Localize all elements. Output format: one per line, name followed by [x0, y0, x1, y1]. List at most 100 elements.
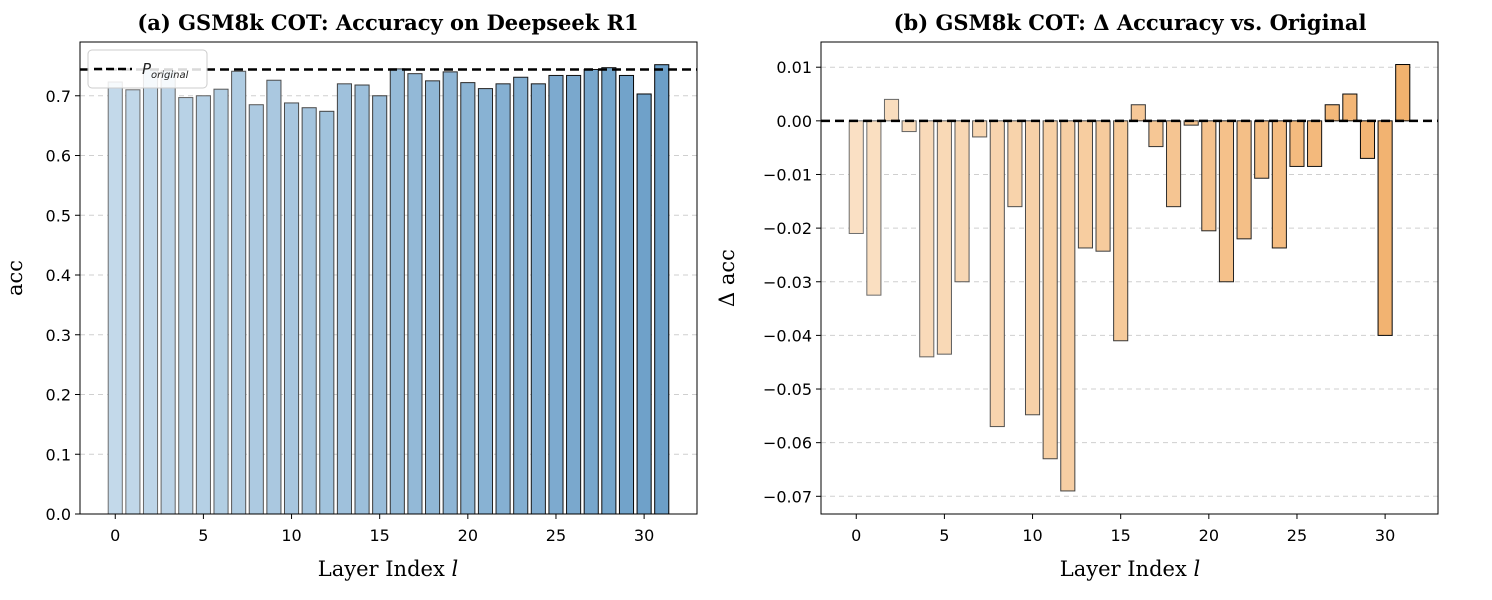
bar-layer-17	[1148, 120, 1164, 148]
y-tick-label: 0.5	[46, 206, 71, 225]
bar-layer-6	[213, 88, 229, 515]
y-tick-label: −0.01	[763, 165, 812, 184]
panel-a-title: (a) GSM8k COT: Accuracy on Deepseek R1	[137, 10, 638, 35]
x-tick-label: 25	[1287, 526, 1307, 545]
bar-layer-10	[283, 102, 300, 515]
panel-a-bars	[107, 64, 670, 515]
bar-layer-5	[936, 120, 952, 355]
panel-a-x-axis-label: Layer Index l	[318, 557, 458, 581]
y-tick-label: −0.04	[763, 326, 812, 345]
bar-layer-9	[266, 79, 282, 515]
panel-a-legend-label: Poriginal	[142, 60, 189, 81]
x-tick-label: 25	[546, 526, 566, 545]
bar-layer-4	[178, 97, 194, 515]
bar-layer-13	[336, 83, 352, 515]
panel-b-title: (b) GSM8k COT: Δ Accuracy vs. Original	[894, 10, 1367, 35]
bar-layer-29	[618, 74, 635, 515]
panel-a-y-axis-label: acc	[3, 260, 27, 296]
bar-layer-30	[1377, 120, 1393, 336]
bar-layer-22	[1236, 120, 1252, 240]
bar-layer-6	[954, 120, 970, 283]
bar-layer-25	[1289, 120, 1305, 167]
x-tick-label: 5	[939, 526, 949, 545]
bar-layer-16	[1130, 104, 1146, 122]
bar-layer-2	[142, 68, 159, 515]
x-tick-label: 20	[1199, 526, 1219, 545]
bar-layer-8	[248, 104, 264, 515]
bar-layer-28	[1342, 93, 1358, 122]
bar-layer-3	[160, 70, 176, 515]
y-tick-label: 0.1	[46, 445, 71, 464]
panel-b-y-axis-label: Δ acc	[715, 249, 739, 307]
panel-a-accuracy-chart: (a) GSM8k COT: Accuracy on Deepseek R1 0…	[3, 10, 698, 581]
bar-layer-21	[477, 88, 494, 515]
y-tick-label: 0.01	[776, 58, 812, 77]
bar-layer-12	[319, 110, 335, 515]
panel-b-x-axis-label: Layer Index l	[1060, 557, 1200, 581]
bar-layer-7	[972, 120, 988, 138]
bar-layer-19	[442, 71, 458, 515]
bar-layer-9	[1007, 120, 1023, 208]
bar-layer-23	[1254, 120, 1270, 179]
bar-layer-27	[1324, 104, 1340, 122]
bar-layer-16	[389, 68, 405, 515]
bar-layer-17	[407, 73, 423, 515]
bar-layer-3	[901, 120, 917, 133]
bar-layer-1	[125, 89, 141, 515]
bar-layer-25	[548, 74, 564, 515]
panel-b-axes-frame	[820, 41, 1439, 515]
x-tick-label: 10	[1022, 526, 1042, 545]
x-tick-label: 30	[634, 526, 654, 545]
panel-b-bars	[848, 64, 1411, 492]
bar-layer-24	[530, 83, 546, 515]
bar-layer-1	[866, 120, 882, 296]
bar-layer-18	[425, 80, 441, 515]
y-tick-label: 0.00	[776, 112, 812, 131]
panel-a-legend: Poriginal	[87, 49, 208, 89]
panel-a-legend-box	[87, 49, 208, 89]
bar-layer-14	[354, 84, 370, 515]
y-tick-label: 0.0	[46, 505, 71, 524]
bar-layer-20	[460, 82, 476, 515]
bar-layer-11	[301, 107, 317, 515]
y-tick-label: 0.3	[46, 326, 71, 345]
bar-layer-5	[195, 95, 211, 515]
x-tick-label: 15	[1111, 526, 1131, 545]
bar-layer-7	[231, 70, 247, 515]
x-tick-label: 5	[198, 526, 208, 545]
panel-a-x-ticks: 0 5 10 15 20 25 30	[110, 514, 654, 545]
bar-layer-30	[636, 93, 652, 515]
bar-layer-15	[1113, 120, 1129, 342]
bar-layer-31	[1395, 64, 1411, 122]
bar-layer-26	[566, 74, 582, 515]
bar-layer-28	[601, 67, 617, 515]
x-tick-label: 20	[458, 526, 478, 545]
y-tick-label: −0.06	[763, 434, 812, 453]
y-tick-label: 0.6	[46, 147, 71, 166]
bar-layer-8	[989, 120, 1005, 428]
bar-layer-0	[107, 81, 123, 515]
y-tick-label: −0.03	[763, 273, 812, 292]
y-tick-label: 0.4	[46, 266, 71, 285]
bar-layer-0	[848, 120, 864, 234]
bar-layer-23	[513, 76, 529, 515]
bar-layer-4	[919, 120, 935, 358]
panel-b-y-ticks: 0.01 0.00 −0.01 −0.02 −0.03 −0.04 −0.05 −0.06 −0…	[763, 58, 821, 506]
y-tick-label: 0.2	[46, 386, 71, 405]
bar-layer-22	[495, 83, 511, 515]
x-tick-label: 0	[110, 526, 120, 545]
bar-layer-26	[1307, 120, 1323, 167]
bar-layer-18	[1166, 120, 1182, 208]
bar-layer-11	[1042, 120, 1058, 460]
bar-layer-12	[1060, 120, 1076, 492]
x-tick-label: 0	[851, 526, 861, 545]
panel-a-y-ticks: 0.0 0.1 0.2 0.3 0.4 0.5 0.6 0.7	[46, 87, 80, 524]
bar-layer-31	[654, 64, 670, 515]
bar-layer-14	[1095, 120, 1111, 252]
panel-b-delta-chart: (b) GSM8k COT: Δ Accuracy vs. Original 0…	[715, 10, 1439, 581]
bar-layer-20	[1201, 120, 1217, 232]
panel-b-x-ticks: 0 5 10 15 20 25 30	[851, 514, 1395, 545]
x-tick-label: 10	[281, 526, 301, 545]
bar-layer-24	[1271, 120, 1287, 249]
